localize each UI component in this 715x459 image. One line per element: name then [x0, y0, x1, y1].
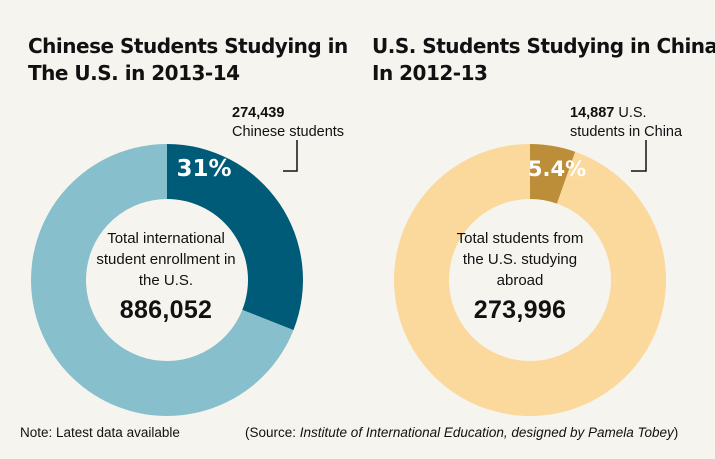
donut-chart-right: 5.4% — [394, 140, 667, 416]
donut-center-label: Total international student enrollment i… — [66, 228, 266, 326]
center-line-1: Total students from — [456, 230, 584, 247]
callout-text: Chinese students — [232, 124, 345, 140]
source-credit: (Source: Institute of International Educ… — [245, 425, 678, 440]
callout-text-1: U.S. — [618, 105, 647, 121]
donut-chart-left: 31% — [31, 140, 304, 416]
source-text: Institute of International Education, de… — [299, 425, 674, 440]
source-prefix: (Source: — [245, 425, 300, 440]
center-line-2: student enrollment in — [96, 251, 236, 268]
chart-right-title-line-2: In 2012-13 — [372, 61, 488, 85]
callout-label: 14,887 U.S. students in China — [570, 104, 682, 142]
center-line-3: the U.S. — [138, 272, 194, 289]
slice-percent-label: 31% — [176, 156, 231, 182]
slice-us-students-in-china — [530, 144, 576, 204]
center-line-1: Total international — [107, 230, 225, 247]
chart-right-title-line-1: U.S. Students Studying in China — [372, 34, 715, 58]
slice-percent-label: 5.4% — [528, 157, 586, 181]
footnote: Note: Latest data available — [20, 425, 180, 440]
chart-left: Chinese Students Studying in The U.S. in… — [0, 0, 350, 459]
slice-other-international — [31, 144, 294, 416]
callout-number: 274,439 — [232, 105, 285, 121]
source-suffix: ) — [673, 425, 679, 440]
callout-leader-line — [283, 140, 298, 172]
slice-chinese-students — [167, 144, 304, 331]
center-line-2: the U.S. studying — [462, 251, 578, 268]
donut-center-label: Total students from the U.S. studying ab… — [430, 228, 610, 326]
chart-left-title: Chinese Students Studying in The U.S. in… — [28, 33, 348, 87]
callout-label: 274,439 Chinese students — [232, 104, 344, 142]
chart-right: U.S. Students Studying in China In 2012-… — [245, 0, 715, 459]
callout-text-2: students in China — [570, 124, 683, 140]
chart-right-title: U.S. Students Studying in China In 2012-… — [372, 33, 715, 87]
callout-number: 14,887 — [570, 105, 615, 121]
chart-left-title-line-1: Chinese Students Studying in — [28, 34, 348, 58]
chart-left-title-line-2: The U.S. in 2013-14 — [28, 61, 240, 85]
slice-other-abroad — [394, 144, 667, 416]
center-line-3: abroad — [496, 272, 544, 289]
center-total: 886,052 — [119, 296, 213, 324]
callout-leader-line — [631, 140, 647, 172]
center-total: 273,996 — [473, 296, 567, 324]
